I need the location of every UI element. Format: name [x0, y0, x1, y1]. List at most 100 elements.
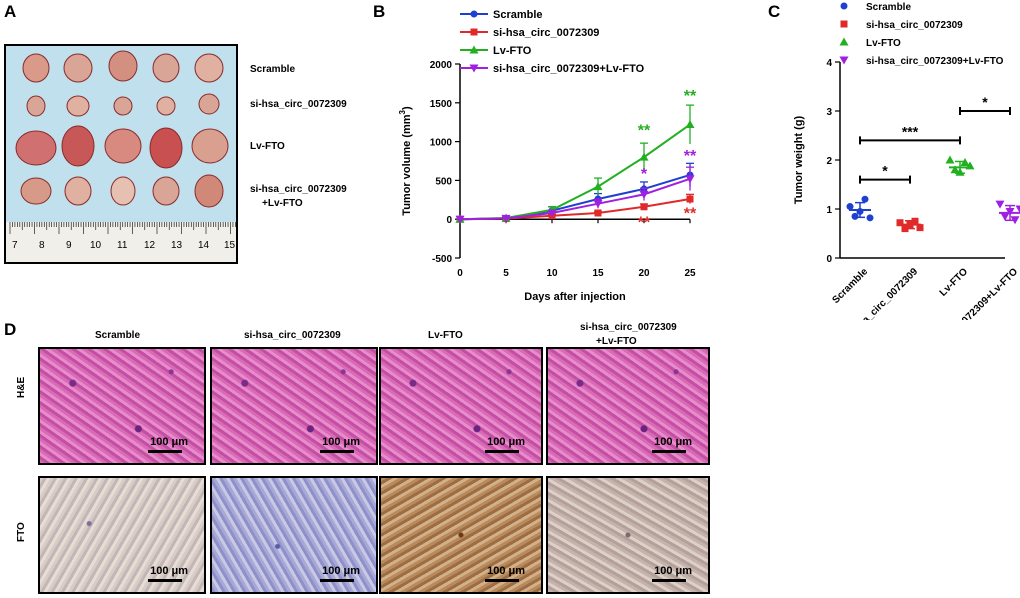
panel-letter-d: D	[4, 320, 17, 339]
legend-label: Lv-FTO	[493, 45, 532, 57]
series-line	[459, 174, 691, 221]
tumor-photo: 7 8 9 10 11 12 13 14 15	[4, 44, 238, 264]
legend-marker	[840, 2, 848, 10]
data-point	[846, 203, 854, 211]
x-tick-label: 15	[592, 268, 604, 279]
ruler-label: 11	[117, 240, 128, 251]
hist-col-label: +Lv-FTO	[596, 336, 637, 347]
scale-bar	[148, 579, 182, 582]
y-tick-label: 1500	[430, 99, 453, 110]
data-point	[851, 212, 859, 220]
data-point	[995, 200, 1005, 209]
significance-mark: **	[638, 215, 651, 232]
he-image-lvfto: 100 μm	[379, 347, 543, 465]
x-tick-label: 20	[638, 268, 650, 279]
legend-label: si-hsa_circ_0072309	[493, 27, 599, 39]
data-point	[945, 155, 955, 164]
tumor-photo-drawing	[6, 50, 236, 262]
scale-bar	[485, 579, 519, 582]
ruler-label: 7	[12, 240, 18, 251]
hist-col-label: Scramble	[95, 330, 141, 341]
scale-label: 100 μm	[654, 436, 692, 448]
legend-label: si-hsa_circ_0072309+Lv-FTO	[493, 63, 645, 75]
legend-marker	[469, 64, 479, 73]
data-point	[593, 182, 603, 191]
series-line	[459, 177, 691, 221]
significance-mark: **	[638, 122, 651, 139]
data-point	[547, 209, 557, 218]
scale-label: 100 μm	[150, 436, 188, 448]
legend-marker	[470, 28, 478, 36]
series-3	[455, 166, 695, 224]
data-point	[685, 120, 695, 129]
significance-mark: **	[684, 88, 697, 105]
data-point	[916, 224, 924, 232]
group-2	[945, 155, 975, 176]
significance-mark: *	[641, 166, 648, 183]
y-tick-label: -500	[432, 254, 452, 265]
scale-label: 100 μm	[654, 565, 692, 577]
data-point	[501, 214, 511, 223]
data-point	[861, 195, 869, 203]
scale-label: 100 μm	[150, 565, 188, 577]
photo-row-label: Scramble	[250, 64, 296, 75]
data-point	[1015, 205, 1020, 214]
group-1	[896, 217, 924, 233]
x-tick-label: Scramble	[831, 266, 871, 306]
ruler-label: 9	[66, 240, 72, 251]
scale-bar	[485, 450, 519, 453]
x-axis-label: Days after injection	[524, 291, 626, 303]
he-image-combo: 100 μm	[546, 347, 710, 465]
hist-row-label: FTO	[16, 522, 27, 542]
x-tick-label: 10	[546, 268, 558, 279]
scale-bar	[320, 579, 354, 582]
y-axis-label: Tumor weight (g)	[793, 115, 805, 204]
photo-row-label: Lv-FTO	[250, 141, 285, 152]
photo-row-label: +Lv-FTO	[262, 198, 303, 209]
group-0	[846, 195, 874, 222]
group-3	[995, 200, 1020, 225]
fto-image-combo: 100 μm	[546, 476, 710, 594]
data-point	[593, 200, 603, 209]
ruler-label: 12	[144, 240, 156, 251]
x-tick-label: Lv-FTO	[938, 266, 971, 299]
significance-mark: *	[982, 94, 988, 110]
y-axis-label-part: Tumor volume (mm	[401, 114, 413, 215]
hist-col-label: Lv-FTO	[428, 330, 463, 341]
y-tick-label: 3	[826, 107, 832, 118]
ruler-label: 15	[224, 240, 236, 251]
legend-marker	[470, 10, 478, 18]
x-tick-label: 0	[457, 268, 463, 279]
legend-marker	[840, 20, 848, 28]
data-point	[594, 209, 602, 217]
ruler-labels: 7 8 9 10 11 12 13 14 15	[6, 240, 236, 256]
ruler-label: 10	[90, 240, 102, 251]
y-axis-label-sup: 3	[398, 109, 407, 114]
legend-label: Scramble	[493, 9, 543, 21]
photo-row-label: si-hsa_circ_0072309	[250, 99, 347, 110]
significance-mark: **	[684, 205, 697, 222]
legend-label: si-hsa_circ_0072309+Lv-FTO	[866, 56, 1004, 67]
ruler-label: 14	[198, 240, 210, 251]
panel-letter-a: A	[4, 2, 17, 21]
he-image-si: 100 μm	[210, 347, 378, 465]
x-tick-label: 5	[503, 268, 509, 279]
hist-col-label: si-hsa_circ_0072309	[580, 322, 677, 333]
legend-marker	[839, 56, 849, 65]
y-axis-label-part: )	[401, 106, 413, 110]
significance-mark: **	[684, 148, 697, 165]
data-point	[455, 215, 465, 224]
scale-label: 100 μm	[322, 565, 360, 577]
scale-bar	[652, 579, 686, 582]
legend-label: Scramble	[866, 2, 911, 13]
y-tick-label: 1000	[430, 138, 453, 149]
data-point	[685, 175, 695, 184]
y-tick-label: 1	[826, 205, 832, 216]
y-axis-label: Tumor volume (mm3)	[398, 106, 413, 216]
data-point	[686, 195, 694, 203]
scale-bar	[320, 450, 354, 453]
hist-col-label: si-hsa_circ_0072309	[244, 330, 341, 341]
fto-image-si: 100 μm	[210, 476, 378, 594]
data-point	[640, 203, 648, 211]
scale-label: 100 μm	[487, 565, 525, 577]
